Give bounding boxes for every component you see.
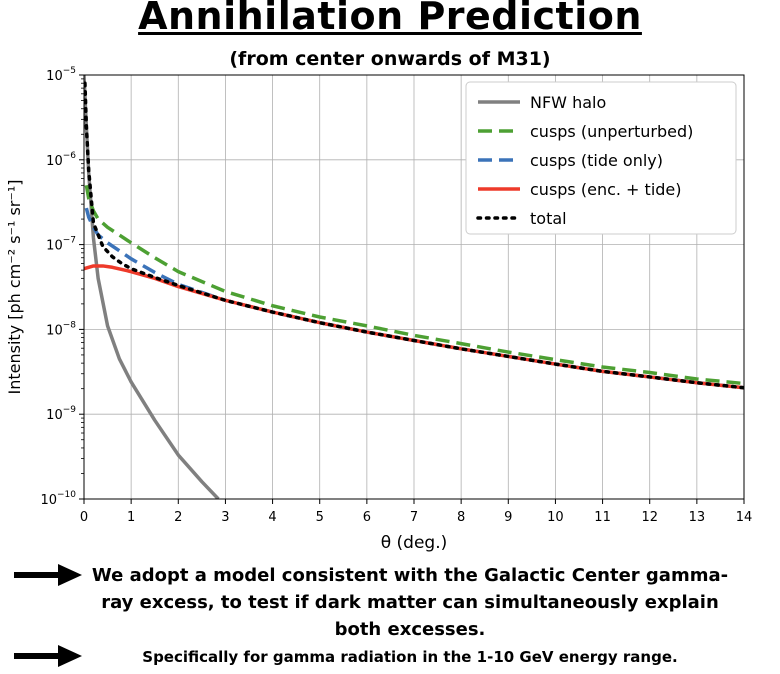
x-tick-label: 11 (594, 510, 611, 525)
note-energy-range: Specifically for gamma radiation in the … (142, 648, 678, 666)
y-tick-label: 10−6 (46, 151, 76, 169)
right-arrow-icon (14, 564, 82, 586)
x-tick-label: 10 (547, 510, 564, 525)
y-tick-label: 10−9 (46, 405, 76, 423)
legend-label: cusps (enc. + tide) (530, 180, 682, 199)
axis-ticks: 0 1 2 3 4 5 6 7 8 9 10 11 12 13 1410−510−610−710−810−9… (40, 66, 752, 525)
x-tick-label: 14 (736, 510, 753, 525)
series-lines (84, 75, 744, 499)
y-tick-label: 10−8 (46, 320, 76, 338)
series-line-nfw-halo (84, 75, 220, 499)
x-tick-label: 5 (316, 510, 324, 525)
legend-label: cusps (tide only) (530, 151, 663, 170)
intensity-chart: 0 1 2 3 4 5 6 7 8 9 10 11 12 13 1410−510−610−710−810−9… (5, 66, 752, 553)
y-tick-label: 10−5 (46, 66, 76, 84)
x-tick-label: 4 (268, 510, 276, 525)
series-line-cusps-unperturbed (84, 185, 744, 386)
y-tick-label: 10−10 (40, 490, 76, 508)
x-tick-label: 6 (363, 510, 371, 525)
legend: NFW halo cusps (unperturbed) cusps (tide o… (465, 81, 737, 235)
x-tick-label: 13 (689, 510, 706, 525)
legend-label: total (530, 209, 567, 228)
legend-label: cusps (unperturbed) (530, 122, 693, 141)
y-tick-label: 10−7 (46, 236, 76, 254)
legend-label: NFW halo (530, 93, 606, 112)
x-tick-label: 1 (127, 510, 135, 525)
series-line-cusps-tide-only (84, 207, 744, 390)
page-subtitle: (from center onwards of M31) (229, 48, 551, 70)
x-tick-label: 3 (221, 510, 229, 525)
x-tick-label: 7 (410, 510, 418, 525)
page-title: Annihilation Prediction (138, 0, 642, 38)
series-line-total (84, 81, 744, 390)
right-arrow-icon (14, 645, 82, 667)
x-tick-label: 9 (504, 510, 512, 525)
x-tick-label: 8 (457, 510, 465, 525)
note-gc-excess: We adopt a model consistent with the Gal… (91, 565, 729, 640)
x-tick-label: 2 (174, 510, 182, 525)
x-tick-label: 0 (80, 510, 88, 525)
legend-box (465, 81, 737, 235)
y-axis-label: Intensity [ph cm⁻² s⁻¹ sr⁻¹] (5, 180, 24, 395)
x-axis-label: θ (deg.) (381, 533, 448, 553)
x-tick-label: 12 (641, 510, 658, 525)
